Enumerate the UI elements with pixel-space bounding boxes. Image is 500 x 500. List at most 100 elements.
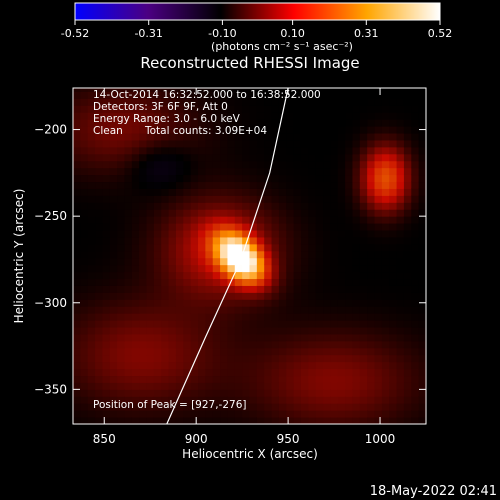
heatmap-cell	[102, 299, 111, 307]
heatmap-cell	[286, 368, 295, 377]
heatmap-cell	[345, 396, 353, 404]
heatmap-cell	[95, 98, 103, 106]
heatmap-cell	[278, 292, 287, 300]
heatmap-cell	[367, 333, 376, 342]
heatmap-cell	[293, 88, 302, 92]
heatmap-cell	[323, 257, 331, 266]
heatmap-cell	[396, 209, 405, 217]
heatmap-cell	[124, 361, 133, 370]
heatmap-cell	[234, 306, 243, 314]
heatmap-cell	[418, 306, 426, 314]
heatmap-cell	[175, 91, 184, 99]
heatmap-cell	[227, 320, 236, 328]
heatmap-cell	[146, 243, 155, 252]
heatmap-cell	[234, 250, 243, 259]
heatmap-cell	[80, 153, 89, 162]
heatmap-cell	[198, 389, 206, 397]
heatmap-cell	[323, 202, 331, 210]
heatmap-cell	[352, 375, 361, 383]
heatmap-cell	[175, 375, 184, 383]
heatmap-cell	[146, 368, 155, 377]
heatmap-cell	[293, 278, 302, 286]
heatmap-cell	[183, 209, 192, 217]
heatmap-cell	[249, 368, 258, 377]
heatmap-cell	[330, 243, 339, 252]
heatmap-cell	[80, 119, 89, 127]
heatmap-cell	[381, 236, 390, 245]
heatmap-cell	[131, 98, 140, 106]
heatmap-cell	[345, 119, 353, 127]
heatmap-cell	[183, 271, 192, 280]
heatmap-cell	[293, 223, 302, 231]
heatmap-cell	[308, 389, 317, 397]
heatmap-cell	[102, 181, 111, 189]
heatmap-cell	[153, 361, 162, 370]
heatmap-cell	[389, 257, 398, 266]
heatmap-cell	[308, 223, 317, 231]
heatmap-cell	[337, 223, 346, 231]
heatmap-cell	[190, 292, 199, 300]
heatmap-cell	[95, 188, 103, 196]
heatmap-cell	[293, 257, 302, 266]
heatmap-cell	[234, 410, 243, 418]
heatmap-cell	[220, 195, 228, 203]
heatmap-cell	[403, 133, 412, 141]
heatmap-cell	[256, 223, 265, 231]
heatmap-cell	[352, 119, 361, 127]
heatmap-cell	[396, 327, 405, 335]
heatmap-cell	[161, 333, 170, 342]
heatmap-cell	[264, 126, 273, 134]
heatmap-cell	[249, 410, 258, 418]
heatmap-cell	[109, 403, 118, 411]
heatmap-cell	[278, 202, 287, 210]
heatmap-cell	[175, 126, 184, 134]
heatmap-cell	[264, 313, 273, 321]
heatmap-cell	[146, 354, 155, 363]
heatmap-cell	[337, 313, 346, 321]
heatmap-cell	[80, 167, 89, 176]
heatmap-cell	[278, 153, 287, 162]
heatmap-cell	[73, 216, 81, 224]
heatmap-cell	[337, 230, 346, 238]
heatmap-cell	[396, 91, 405, 99]
heatmap-cell	[256, 91, 265, 99]
heatmap-cell	[323, 188, 331, 196]
heatmap-cell	[374, 403, 383, 411]
heatmap-cell	[205, 403, 214, 411]
heatmap-cell	[183, 230, 192, 238]
heatmap-cell	[264, 181, 273, 189]
heatmap-cell	[337, 389, 346, 397]
heatmap-cell	[315, 188, 324, 196]
heatmap-cell	[73, 139, 81, 148]
heatmap-cell	[315, 327, 324, 335]
heatmap-cell	[381, 195, 390, 203]
heatmap-cell	[264, 139, 273, 148]
heatmap-cell	[352, 285, 361, 293]
heatmap-cell	[242, 243, 250, 252]
heatmap-cell	[87, 306, 96, 314]
heatmap-cell	[278, 133, 287, 141]
heatmap-cell	[300, 299, 309, 307]
heatmap-cell	[381, 139, 390, 148]
heatmap-cell	[381, 98, 390, 106]
heatmap-cell	[300, 223, 309, 231]
heatmap-cell	[286, 167, 295, 176]
heatmap-cell	[278, 216, 287, 224]
heatmap-cell	[234, 368, 243, 377]
heatmap-cell	[117, 313, 125, 321]
heatmap-cell	[323, 88, 331, 92]
heatmap-cell	[381, 354, 390, 363]
colorbar-unit-label: (photons cm⁻² s⁻¹ asec⁻²)	[211, 40, 353, 53]
heatmap-cell	[367, 278, 376, 286]
heatmap-cell	[95, 209, 103, 217]
heatmap-cell	[264, 382, 273, 390]
heatmap-cell	[271, 188, 280, 196]
heatmap-cell	[264, 403, 273, 411]
heatmap-cell	[293, 306, 302, 314]
heatmap-cell	[109, 91, 118, 99]
heatmap-cell	[308, 417, 317, 424]
heatmap-cell	[117, 410, 125, 418]
heatmap-cell	[183, 195, 192, 203]
heatmap-cell	[264, 327, 273, 335]
heatmap-cell	[139, 174, 148, 183]
